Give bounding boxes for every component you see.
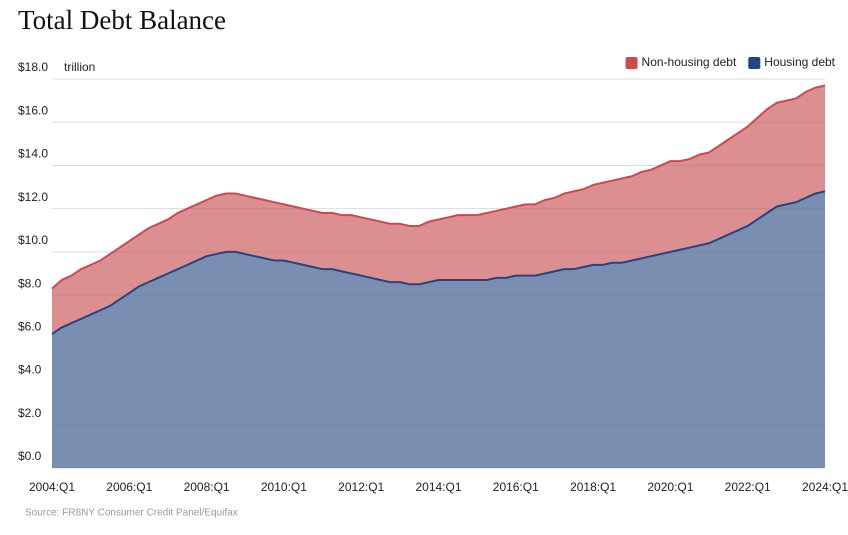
x-tick-label: 2008:Q1 — [184, 480, 230, 494]
x-tick-label: 2024:Q1 — [802, 480, 848, 494]
legend-swatch — [625, 57, 638, 69]
y-tick-label: $2.0 — [18, 406, 42, 420]
legend-swatch — [748, 57, 761, 69]
y-tick-label: $8.0 — [18, 276, 42, 290]
series-line — [51, 84, 826, 290]
series-line — [51, 190, 826, 335]
y-tick-label: $14.0 — [18, 147, 48, 161]
chart-title: Total Debt Balance — [18, 5, 226, 35]
legend-label: Housing debt — [764, 55, 835, 69]
x-tick-label: 2006:Q1 — [106, 480, 152, 494]
y-tick-label: $12.0 — [18, 190, 48, 204]
x-tick-label: 2004:Q1 — [29, 480, 75, 494]
y-tick-label: $6.0 — [18, 320, 42, 334]
y-tick-label: $10.0 — [18, 233, 48, 247]
x-tick-label: 2022:Q1 — [725, 480, 771, 494]
y-tick-label: $0.0 — [18, 449, 42, 463]
y-unit-label: trillion — [64, 60, 95, 74]
x-tick-label: 2020:Q1 — [647, 480, 693, 494]
legend-label: Non-housing debt — [642, 55, 737, 69]
x-tick-label: 2010:Q1 — [261, 480, 307, 494]
source: Source: FR8NY Consumer Credit Panel/Equi… — [25, 508, 238, 519]
x-tick-label: 2018:Q1 — [570, 480, 616, 494]
y-tick-label: $18.0 — [18, 60, 48, 74]
y-tick-label: $16.0 — [18, 103, 48, 117]
x-tick-label: 2014:Q1 — [415, 480, 461, 494]
x-tick-label: 2016:Q1 — [493, 480, 539, 494]
y-tick-label: $4.0 — [18, 363, 42, 377]
x-tick-label: 2012:Q1 — [338, 480, 384, 494]
area — [52, 85, 825, 335]
